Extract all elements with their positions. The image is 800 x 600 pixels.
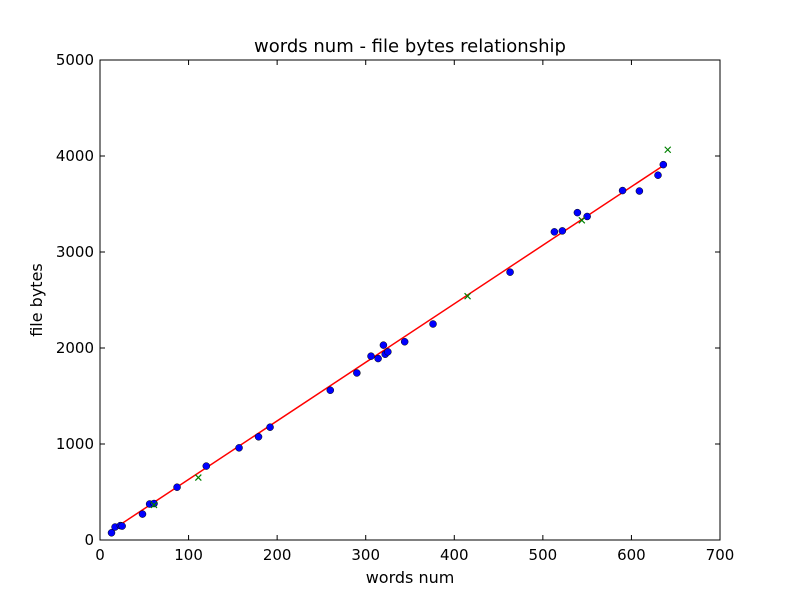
data-point-circle <box>618 186 627 195</box>
data-point-circle <box>654 171 662 179</box>
data-point-circle <box>550 228 559 236</box>
data-point-circle <box>353 369 361 377</box>
x-tick-label: 700 <box>706 546 735 564</box>
data-point-circle <box>254 433 263 441</box>
data-point-x <box>578 216 586 224</box>
data-point-x <box>664 146 672 154</box>
data-point-circle <box>150 499 158 508</box>
data-point-circle <box>266 423 274 431</box>
data-point-circle <box>506 268 514 276</box>
x-axis-label: words num <box>366 568 455 587</box>
x-tick-label: 100 <box>174 546 203 564</box>
data-point-circle <box>326 386 335 394</box>
y-axis-label: file bytes <box>27 263 46 337</box>
data-point-circle <box>138 510 147 518</box>
data-point-x <box>194 474 202 482</box>
data-point-circle <box>107 529 116 537</box>
x-tick-label: 0 <box>95 546 105 564</box>
data-point-circle <box>384 348 392 356</box>
fit-line <box>111 164 664 532</box>
data-point-x <box>464 292 471 300</box>
y-tick-label: 2000 <box>56 339 94 357</box>
data-point-circle <box>202 462 211 470</box>
y-tick-label: 5000 <box>56 51 94 69</box>
chart-title: words num - file bytes relationship <box>254 36 566 57</box>
plot-area <box>99 59 721 541</box>
y-tick-label: 3000 <box>56 243 94 261</box>
x-tick-label: 200 <box>263 546 292 564</box>
data-point-circle <box>573 208 582 217</box>
data-point-circle <box>429 320 437 328</box>
y-tick-label: 1000 <box>56 435 94 453</box>
data-point-circle <box>235 444 243 452</box>
data-point-circle <box>374 354 382 363</box>
data-point-x <box>150 501 158 509</box>
x-tick-label: 300 <box>351 546 380 564</box>
data-point-circle <box>583 212 591 221</box>
axis-ticks: 0 100 200 300 400 500 600 700 0 1000 2000 3000 4000 5… <box>56 51 735 564</box>
data-point-circle <box>659 160 668 169</box>
data-point-circle <box>558 227 567 235</box>
data-point-circle <box>400 338 409 346</box>
data-point-circle <box>367 352 375 360</box>
y-tick-label: 0 <box>84 531 94 549</box>
x-tick-label: 600 <box>617 546 646 564</box>
data-points <box>107 146 672 537</box>
data-point-circle <box>173 483 181 491</box>
y-tick-label: 4000 <box>56 147 94 165</box>
x-tick-label: 500 <box>529 546 558 564</box>
fit-line-group <box>111 164 664 532</box>
data-point-circle <box>635 187 644 195</box>
data-point-circle <box>118 522 126 530</box>
data-point-circle <box>379 341 388 349</box>
x-tick-label: 400 <box>440 546 469 564</box>
